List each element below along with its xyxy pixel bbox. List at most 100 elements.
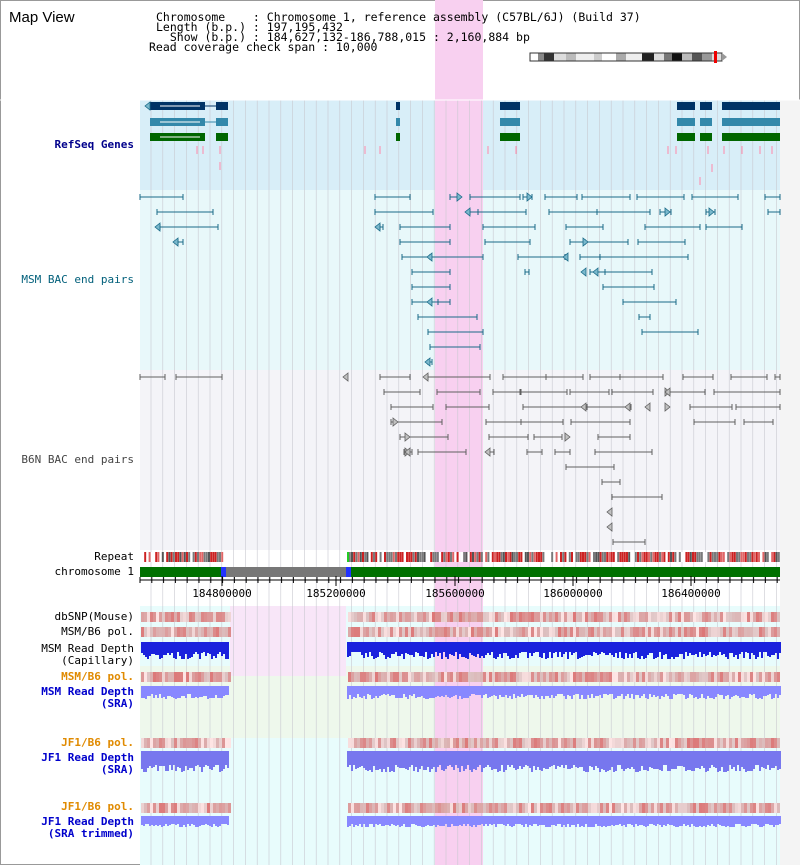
jf1-depth-trim-bar [515,816,517,824]
jf1-b6-pol-trim-heat-cell [195,803,198,813]
msm-depth-cap-bar [733,642,735,657]
jf1-b6-pol-heat-cell [684,738,687,748]
msm-b6-pol-heat-cell [684,627,687,637]
jf1-depth-trim-bar [183,816,185,825]
jf1-depth-bar [467,751,469,765]
bac-end-arrow [154,222,161,232]
repeat-mark [762,552,765,562]
jf1-depth-trim-bar [779,816,781,824]
msm-b6-pol-heat-cell [375,627,378,637]
msm-depth-cap-bar [639,642,641,659]
msm-depth-sra-bar [655,686,657,697]
jf1-b6-pol-trim-heat-cell [399,803,402,813]
jf1-b6-pol-trim-heat-cell [714,803,717,813]
jf1-depth-bar [739,751,741,771]
msm-b6-pol-heat-cell [459,627,462,637]
jf1-depth-bar [689,751,691,770]
jf1-b6-pol-heat-cell [228,738,231,748]
msm-depth-sra-bar [545,686,547,696]
jf1-depth-bar [413,751,415,771]
jf1-b6-pol-trim-heat-cell [348,803,351,813]
msm-depth-cap-bar [725,642,727,657]
jf1-depth-bar [747,751,749,771]
jf1-b6-pol-trim-heat-cell [588,803,591,813]
jf1-depth-trim-bar [173,816,175,824]
track-label-chromosome[interactable]: chromosome 1 [54,565,134,578]
track-label-msm-b6-pol-sra[interactable]: MSM/B6 pol. [61,670,134,683]
jf1-depth-trim-bar [675,816,677,827]
msm-b6-pol-sra-heat-cell [600,672,603,682]
jf1-b6-pol-heat-cell [414,738,417,748]
dbsnp-heat-cell [555,612,558,622]
track-label-repeat[interactable]: Repeat [94,550,134,563]
repeat-mark [388,552,391,562]
track-label-jf1-depth[interactable]: JF1 Read Depth (SRA) [41,752,134,776]
repeat-mark [599,552,602,562]
repeat-mark [678,552,681,562]
jf1-depth-trim-bar [175,816,177,825]
jf1-b6-pol-heat-cell [597,738,600,748]
jf1-depth-trim-bar [193,816,195,825]
track-label-msm-depth-cap[interactable]: MSM Read Depth (Capillary) [41,643,134,667]
track-label-msm-depth-sra[interactable]: MSM Read Depth (SRA) [41,686,134,710]
track-label-msm-b6-pol[interactable]: MSM/B6 pol. [61,625,134,638]
jf1-depth-trim-bar [381,816,383,826]
jf1-b6-pol-heat-cell [402,738,405,748]
jf1-b6-pol-trim-heat-cell [381,803,384,813]
dbsnp-heat-cell [606,612,609,622]
jf1-depth-bar [151,751,153,768]
msm-b6-pol-sra-heat-cell [507,672,510,682]
jf1-b6-pol-trim-heat-cell [717,803,720,813]
jf1-depth-bar [213,751,215,767]
msm-b6-pol-heat-cell [615,627,618,637]
jf1-b6-pol-trim-heat-cell [705,803,708,813]
jf1-b6-pol-heat-cell [441,738,444,748]
repeat-mark [621,552,624,562]
msm-depth-cap-bar [737,642,739,659]
track-label-refseq-genes[interactable]: RefSeq Genes [54,138,134,151]
repeat-mark [584,552,587,562]
jf1-b6-pol-trim-heat-cell [468,803,471,813]
msm-depth-sra-bar [469,686,471,696]
jf1-b6-pol-trim-heat-cell [171,803,174,813]
msm-depth-cap-bar [689,642,691,653]
msm-depth-sra-bar [465,686,467,698]
msm-depth-cap-bar [225,642,227,659]
repeat-mark [386,552,389,562]
msm-depth-sra-bar [369,686,371,695]
msm-depth-cap-bar [581,642,583,657]
repeat-mark [414,552,417,562]
msm-b6-pol-heat-cell [531,627,534,637]
jf1-depth-trim-bar [383,816,385,826]
track-label-jf1-b6-pol[interactable]: JF1/B6 pol. [61,736,134,749]
jf1-b6-pol-trim-heat-cell [729,803,732,813]
jf1-b6-pol-trim-heat-cell [741,803,744,813]
track-label-jf1-depth-trim[interactable]: JF1 Read Depth (SRA trimmed) [41,816,134,840]
msm-depth-cap-bar [203,642,205,652]
jf1-depth-trim-bar [519,816,521,824]
jf1-depth-trim-bar [185,816,187,827]
jf1-depth-bar [499,751,501,771]
msm-depth-sra-bar [635,686,637,695]
msm-b6-pol-heat-cell [372,627,375,637]
msm-depth-sra-bar [467,686,469,698]
track-label-dbsnp[interactable]: dbSNP(Mouse) [54,610,134,623]
track-label-msm-bac[interactable]: MSM BAC end pairs [21,273,134,286]
jf1-b6-pol-trim-heat-cell [777,803,780,813]
jf1-depth-trim-bar [725,816,727,827]
gene-arrow [150,118,156,126]
repeat-mark [157,552,160,562]
track-label-jf1-b6-pol-trim[interactable]: JF1/B6 pol. [61,800,134,813]
jf1-b6-pol-trim-heat-cell [405,803,408,813]
msm-depth-sra-bar [713,686,715,699]
jf1-b6-pol-trim-heat-cell [222,803,225,813]
track-label-b6n-bac[interactable]: B6N BAC end pairs [21,453,134,466]
jf1-depth-trim-bar [505,816,507,826]
jf1-b6-pol-heat-cell [723,738,726,748]
jf1-depth-bar [179,751,181,768]
repeat-mark [643,552,646,562]
dbsnp-heat-cell [597,612,600,622]
ideogram-band [576,53,594,61]
jf1-b6-pol-heat-cell [552,738,555,748]
